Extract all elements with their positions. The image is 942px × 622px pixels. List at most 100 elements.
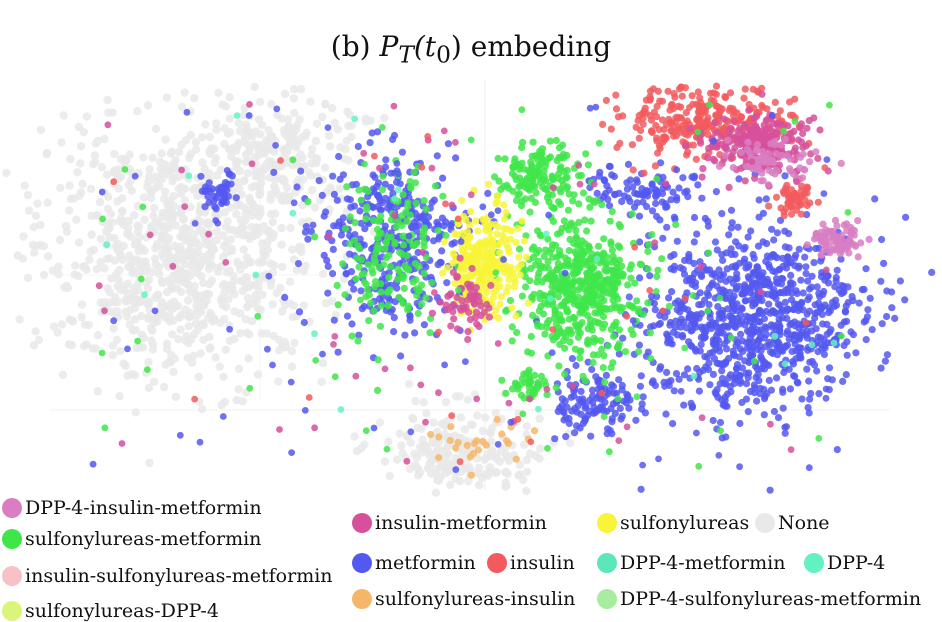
- point-sulfonylureas-metformin: [607, 238, 615, 246]
- point-sulfonylureas-metformin: [352, 275, 360, 283]
- point-dpp-4-insulin-metformin: [854, 217, 862, 225]
- point-none: [350, 432, 359, 441]
- point-insulin: [454, 215, 462, 223]
- point-none: [473, 411, 482, 420]
- point-insulin: [712, 90, 720, 98]
- point-insulin-metformin: [360, 149, 368, 157]
- point-metformin: [448, 220, 456, 228]
- point-insulin-metformin: [755, 132, 763, 140]
- point-sulfonylureas-metformin: [377, 302, 386, 310]
- point-none: [85, 255, 94, 264]
- point-sulfonylureas-metformin: [780, 127, 787, 135]
- point-insulin-metformin: [442, 301, 450, 309]
- point-dpp-4-insulin-metformin: [828, 246, 836, 254]
- point-metformin: [623, 185, 632, 193]
- point-metformin: [687, 341, 695, 349]
- point-insulin-metformin: [543, 386, 551, 393]
- point-none: [110, 149, 119, 159]
- point-metformin: [573, 422, 581, 430]
- point-metformin: [293, 183, 301, 191]
- point-none: [242, 124, 251, 133]
- point-none: [209, 314, 219, 323]
- point-insulin: [623, 312, 631, 320]
- point-sulfonylureas-metformin: [412, 276, 420, 284]
- point-none: [254, 171, 263, 180]
- point-metformin: [232, 194, 240, 202]
- point-insulin: [677, 103, 685, 111]
- point-insulin-metformin: [686, 125, 694, 133]
- point-metformin: [348, 181, 356, 189]
- point-none: [74, 122, 84, 132]
- point-none: [278, 262, 287, 272]
- point-sulfonylureas-metformin: [606, 305, 614, 313]
- title-prefix: (b): [330, 30, 380, 63]
- point-metformin: [768, 225, 776, 233]
- point-none: [19, 232, 28, 241]
- point-metformin: [736, 345, 745, 353]
- point-dpp-4-insulin-metformin: [819, 220, 827, 228]
- point-metformin: [320, 251, 328, 259]
- point-metformin: [790, 300, 799, 308]
- point-metformin: [604, 425, 612, 433]
- point-metformin: [807, 389, 815, 398]
- point-sulfonylureas-metformin: [593, 196, 601, 205]
- point-sulfonylureas-metformin: [557, 188, 565, 196]
- point-sulfonylureas-metformin: [144, 366, 151, 373]
- point-insulin-metformin: [761, 141, 769, 149]
- point-metformin: [828, 298, 837, 306]
- point-insulin-metformin: [467, 191, 475, 199]
- point-metformin: [571, 429, 579, 437]
- point-none: [207, 260, 216, 270]
- point-insulin: [607, 125, 615, 133]
- point-none: [196, 349, 205, 358]
- point-none: [93, 387, 102, 396]
- point-sulfonylureas-metformin: [371, 283, 379, 291]
- point-insulin-metformin: [178, 166, 186, 174]
- point-sulfonylureas-metformin: [581, 377, 590, 385]
- point-none: [132, 343, 141, 353]
- point-dpp-4: [781, 360, 789, 368]
- point-sulfonylureas-metformin: [355, 263, 363, 271]
- point-insulin: [730, 108, 738, 116]
- point-sulfonylureas-insulin: [435, 453, 443, 462]
- point-none: [128, 369, 137, 379]
- point-metformin: [734, 318, 742, 326]
- point-metformin: [264, 345, 271, 353]
- point-metformin: [804, 277, 812, 285]
- point-insulin-metformin: [477, 312, 485, 320]
- point-metformin: [804, 296, 812, 304]
- point-dpp-4: [391, 195, 399, 203]
- point-insulin-metformin: [727, 124, 735, 132]
- point-insulin-metformin: [453, 325, 462, 333]
- point-dpp-4-insulin-metformin: [757, 156, 765, 164]
- point-metformin: [815, 390, 823, 398]
- legend-item-sulfonylureas-dpp4: sulfonylureas-DPP-4: [2, 600, 219, 622]
- point-sulfonylureas: [494, 241, 502, 249]
- point-metformin: [357, 219, 365, 227]
- point-none: [145, 458, 154, 468]
- point-metformin: [862, 336, 870, 344]
- point-sulfonylureas-metformin: [333, 281, 341, 289]
- point-none: [73, 168, 82, 177]
- point-none: [473, 469, 482, 478]
- point-metformin: [745, 369, 753, 377]
- title-argument-subscript: 0: [436, 40, 451, 69]
- point-none: [526, 449, 535, 458]
- point-sulfonylureas-metformin: [596, 282, 604, 290]
- point-insulin: [692, 155, 700, 163]
- point-metformin: [440, 222, 448, 230]
- point-metformin: [718, 210, 726, 218]
- point-none: [514, 471, 523, 480]
- point-metformin: [330, 222, 338, 230]
- point-insulin: [686, 104, 693, 111]
- point-none: [111, 242, 120, 251]
- point-none: [190, 94, 199, 103]
- point-sulfonylureas-metformin: [552, 384, 560, 392]
- point-insulin: [802, 319, 810, 326]
- point-sulfonylureas-metformin: [621, 348, 630, 356]
- point-sulfonylureas-insulin: [493, 415, 501, 424]
- point-metformin: [765, 261, 773, 269]
- point-none: [234, 260, 243, 269]
- point-sulfonylureas: [456, 266, 465, 274]
- point-sulfonylureas: [484, 180, 493, 188]
